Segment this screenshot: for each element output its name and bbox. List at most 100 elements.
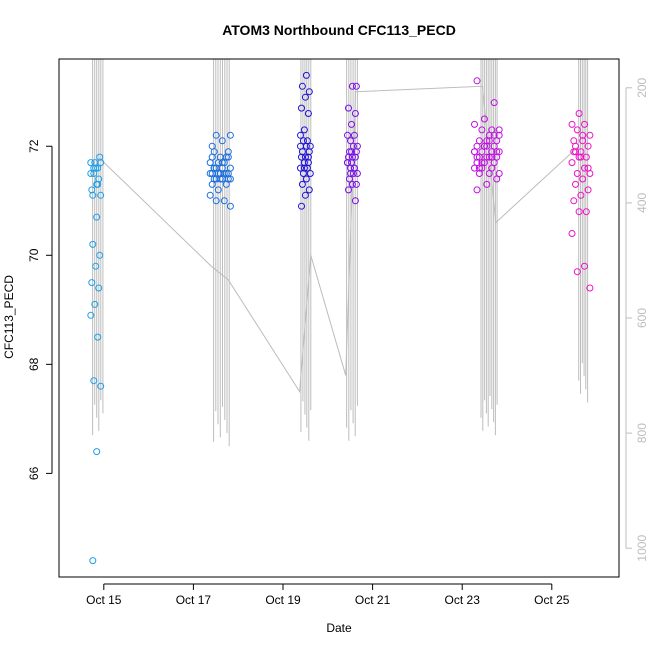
x-tick-label: Oct 21 [355,593,391,607]
data-point [575,110,583,117]
data-point [579,131,587,139]
axes-layer: Oct 15 Oct 17 Oct 19 Oct 21 Oct 23 Oct 25 66 68… [27,77,649,607]
data-point [96,153,104,161]
data-point [348,148,355,156]
data-point [570,197,578,205]
data-point [570,137,578,145]
data-point [584,186,592,194]
data-point [575,208,583,216]
data-point [306,170,314,177]
y2-tick-label: 400 [635,193,649,213]
y-tick-label: 70 [27,248,41,262]
data-point [495,131,503,139]
data-point [478,126,486,134]
data-point [568,230,576,237]
x-axis-label: Date [326,621,352,635]
data-point [577,153,585,161]
data-point [297,164,304,172]
data-point [94,180,102,188]
data-point [475,170,483,177]
data-point [572,180,579,188]
data-point [88,279,96,287]
data-point [93,213,101,221]
data-point [298,180,306,188]
data-point [351,153,359,161]
data-point [97,191,105,199]
chart-title: ATOM3 Northbound CFC113_PECD [222,22,456,38]
data-point [584,164,592,172]
data-point [475,164,483,172]
data-point [488,153,496,161]
data-point [222,180,230,188]
data-point [97,382,105,390]
altitude-layer [92,59,589,447]
data-point [94,164,102,172]
data-point [350,164,358,172]
data-point [473,186,481,194]
data-point [88,186,96,194]
data-point [302,71,310,79]
data-point [573,126,581,134]
data-point [581,262,588,270]
data-point [344,159,351,167]
x-tick-label: Oct 15 [86,593,122,607]
data-point [206,191,214,199]
x-tick-label: Oct 19 [265,593,301,607]
data-point [485,170,493,177]
y-tick-label: 72 [27,139,41,153]
data-point [300,126,308,134]
data-point [298,82,306,90]
data-point [348,120,355,128]
data-point [348,180,356,188]
data-point [298,202,305,210]
data-point [350,131,358,139]
data-point [304,110,312,117]
data-point [351,110,359,117]
data-point [493,153,501,161]
data-point [568,120,576,128]
data-point [582,153,590,161]
data-point [305,186,313,194]
data-point [87,311,95,319]
data-point [353,170,361,177]
data-point [573,170,581,177]
data-point [471,120,478,128]
data-point [93,448,101,456]
data-point [224,153,232,161]
y-tick-label: 66 [27,466,41,480]
data-point [345,104,352,112]
data-point [568,159,576,167]
data-point [95,284,103,292]
y-axis-label: CFC113_PECD [2,275,16,359]
data-point [351,197,359,205]
data-point [218,137,226,145]
data-point [212,197,220,205]
data-point [483,142,491,150]
data-point [573,268,581,276]
data-point [579,175,587,183]
data-point [212,131,220,139]
data-point [220,197,228,205]
data-point [347,137,354,145]
data-point [495,126,503,134]
data-point [577,191,585,199]
data-point [297,131,304,139]
data-point [347,164,354,172]
altitude-line [98,85,580,394]
data-point [304,153,312,161]
data-point [298,153,305,161]
data-point [352,180,360,188]
y2-tick-label: 200 [635,77,649,97]
data-point [473,77,481,85]
data-point [96,251,104,259]
points-layer [87,71,594,565]
data-point [495,170,503,177]
data-point [345,186,352,194]
data-point [218,159,226,167]
data-point [92,262,100,270]
data-point [347,170,354,177]
data-point [301,191,309,199]
y-tick-label: 68 [27,357,41,371]
y2-tick-label: 800 [635,423,649,443]
